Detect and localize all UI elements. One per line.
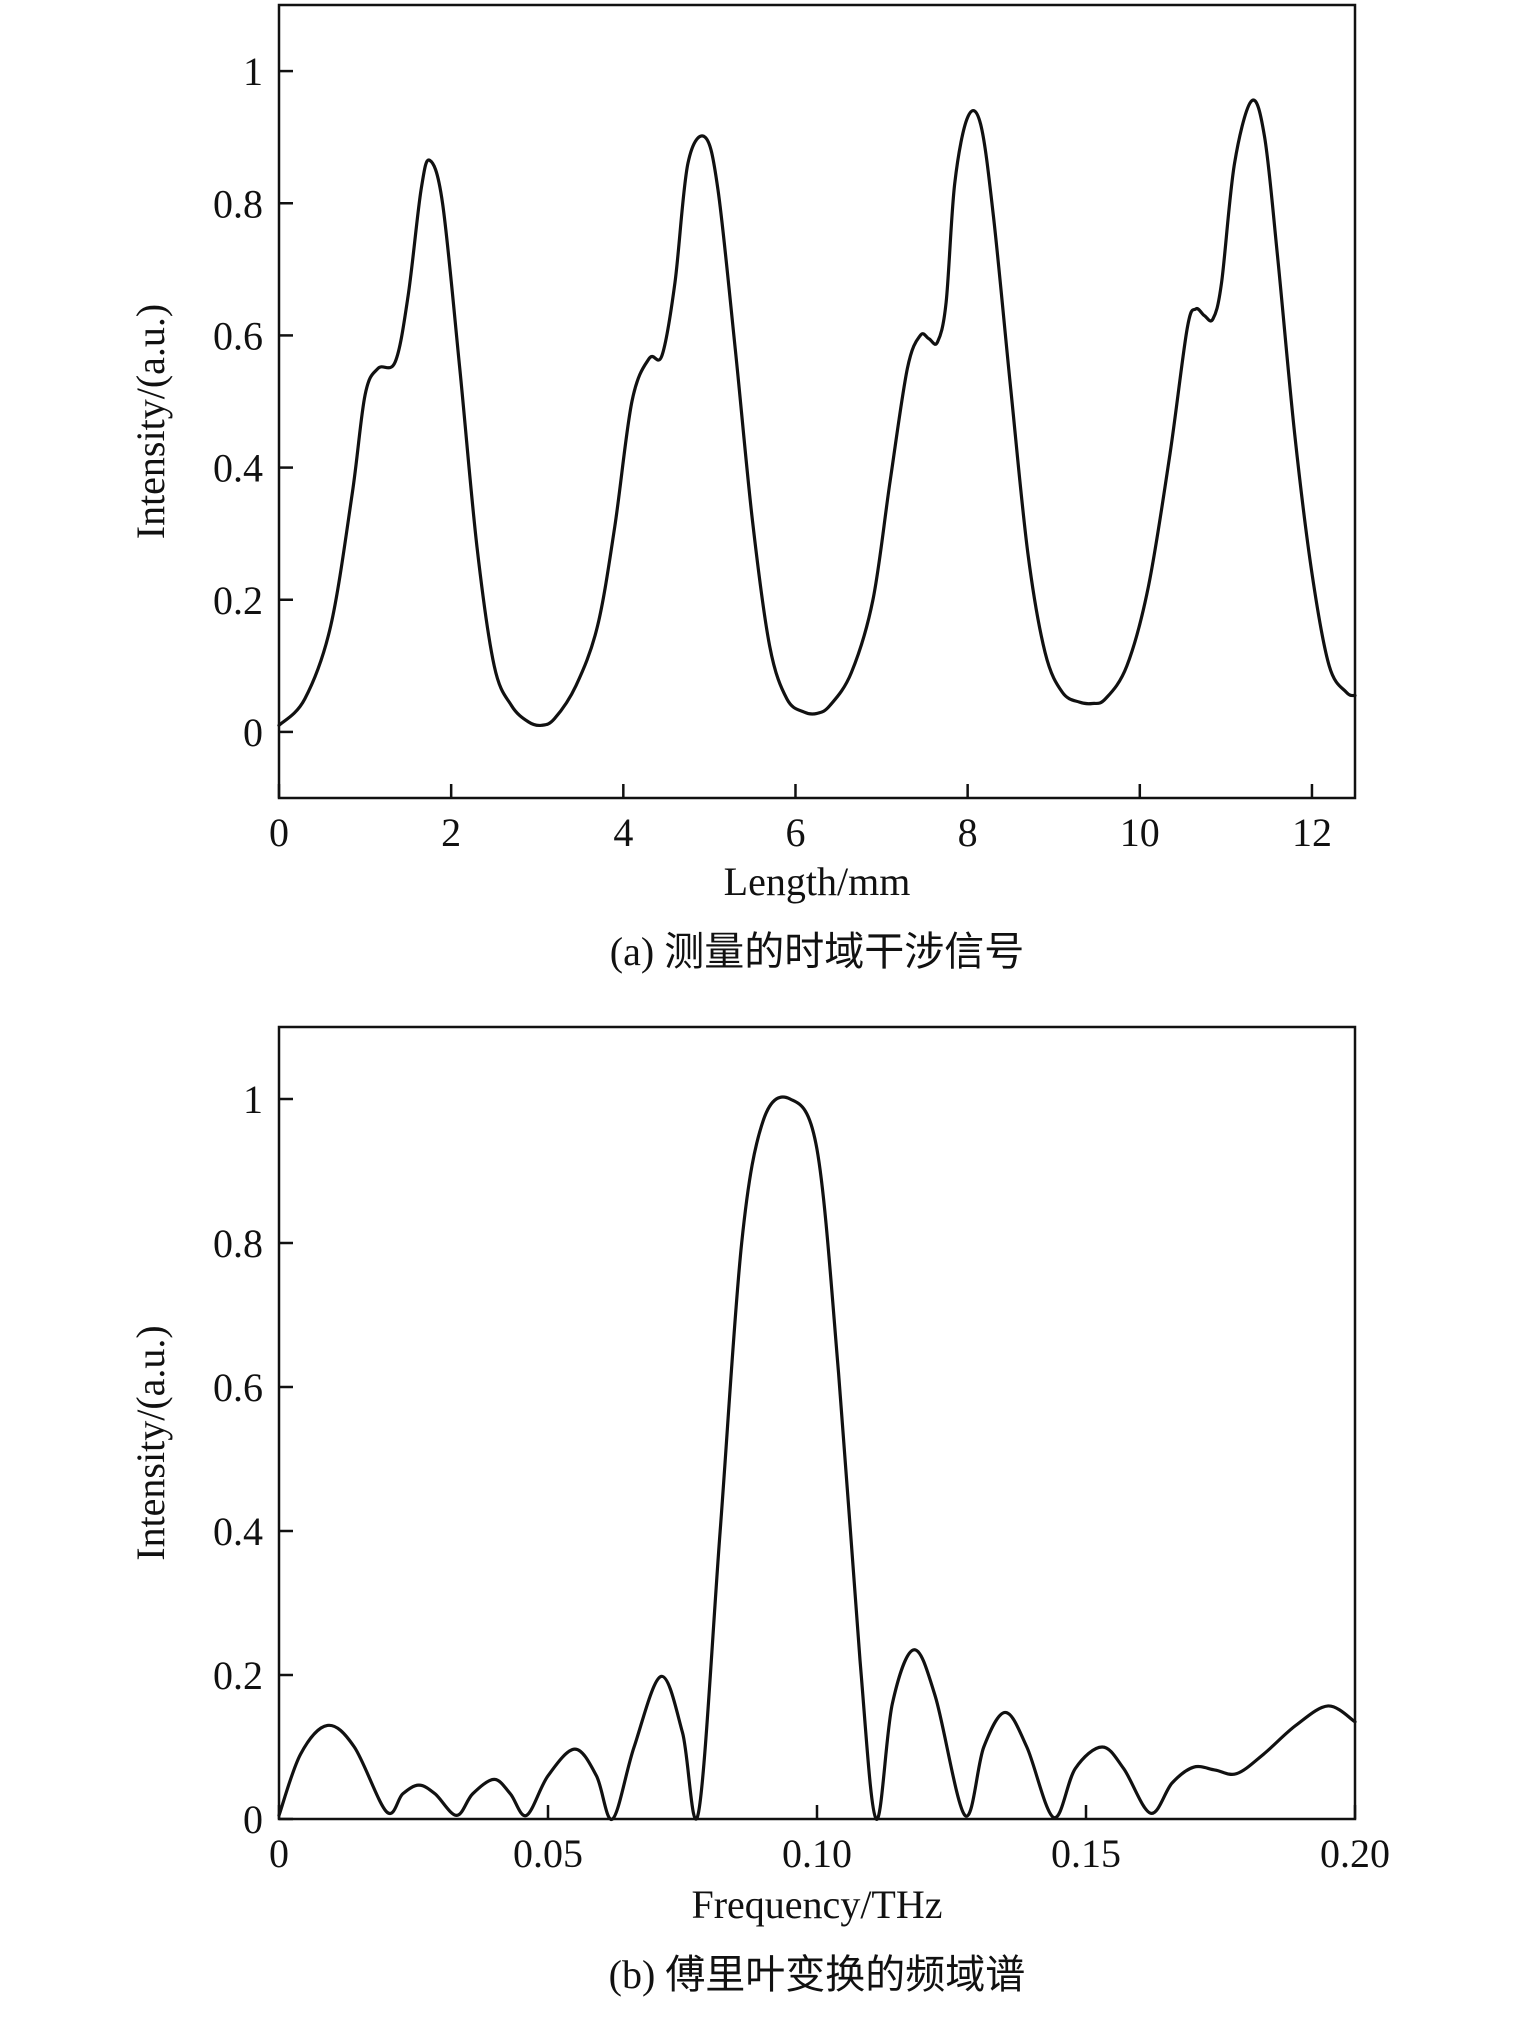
y-axis-label: Intensity/(a.u.) (128, 1325, 173, 1561)
x-tick-label: 0 (269, 1831, 289, 1876)
y-tick-label: 0.6 (213, 1365, 263, 1410)
x-axis-label: Frequency/THz (691, 1882, 942, 1927)
chart-panel-a: 0 2 4 6 8 10 12 0 0.2 0.4 0.6 0.8 1 Length/mm Intensit… (128, 3, 1357, 974)
x-tick-label: 8 (958, 810, 978, 855)
plot-frame (277, 3, 1357, 800)
x-tick-label: 0.20 (1320, 1831, 1390, 1876)
y-tick-label: 1 (243, 49, 263, 94)
x-tick-label: 12 (1292, 810, 1332, 855)
y-tick-label: 0 (243, 1797, 263, 1842)
series-line (277, 1095, 1357, 1821)
x-tick-label: 0.15 (1051, 1831, 1121, 1876)
y-tick-label: 0.4 (213, 1509, 263, 1554)
x-axis-label: Length/mm (724, 859, 911, 904)
y-tick-label: 0.2 (213, 1653, 263, 1698)
y-tick-label: 0.4 (213, 446, 263, 491)
series-line (277, 98, 1357, 728)
chart-panel-b: 0 0.05 0.10 0.15 0.20 0 0.2 0.4 0.6 0.8 1 Frequency… (128, 1025, 1390, 1997)
y-tick-label: 0.2 (213, 578, 263, 623)
y-tick-label: 1 (243, 1077, 263, 1122)
x-tick-label: 2 (441, 810, 461, 855)
x-tick-label: 10 (1120, 810, 1160, 855)
figure-caption: (a) 测量的时域干涉信号 (610, 929, 1024, 974)
x-tick-label: 6 (785, 810, 805, 855)
y-tick-label: 0.8 (213, 1221, 263, 1266)
x-tick-label: 0.05 (513, 1831, 583, 1876)
x-tick-label: 0.10 (782, 1831, 852, 1876)
x-tick-label: 4 (613, 810, 633, 855)
y-tick-label: 0 (243, 710, 263, 755)
y-tick-label: 0.8 (213, 181, 263, 226)
y-tick-label: 0.6 (213, 313, 263, 358)
x-tick-label: 0 (269, 810, 289, 855)
figure-caption: (b) 傅里叶变换的频域谱 (609, 1952, 1026, 1997)
y-axis-label: Intensity/(a.u.) (128, 304, 173, 540)
